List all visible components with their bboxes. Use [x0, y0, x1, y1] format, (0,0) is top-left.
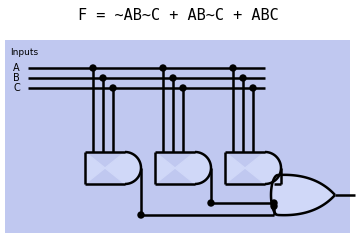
Text: C: C	[13, 83, 20, 93]
Circle shape	[240, 75, 246, 81]
Circle shape	[100, 75, 106, 81]
Circle shape	[250, 85, 256, 91]
Text: F = ~AB~C + AB~C + ABC: F = ~AB~C + AB~C + ABC	[78, 8, 279, 23]
Polygon shape	[225, 152, 281, 184]
Circle shape	[180, 85, 186, 91]
Circle shape	[110, 85, 116, 91]
Circle shape	[208, 200, 214, 206]
Circle shape	[271, 200, 277, 206]
Text: B: B	[13, 73, 20, 83]
Text: A: A	[13, 63, 20, 73]
Circle shape	[230, 65, 236, 71]
Polygon shape	[271, 175, 335, 215]
Bar	[5, 40, 350, 233]
Polygon shape	[85, 152, 141, 184]
Text: Inputs: Inputs	[10, 48, 38, 57]
Circle shape	[138, 212, 144, 218]
Circle shape	[170, 75, 176, 81]
Circle shape	[90, 65, 96, 71]
Circle shape	[160, 65, 166, 71]
Polygon shape	[155, 152, 211, 184]
Circle shape	[271, 203, 277, 209]
